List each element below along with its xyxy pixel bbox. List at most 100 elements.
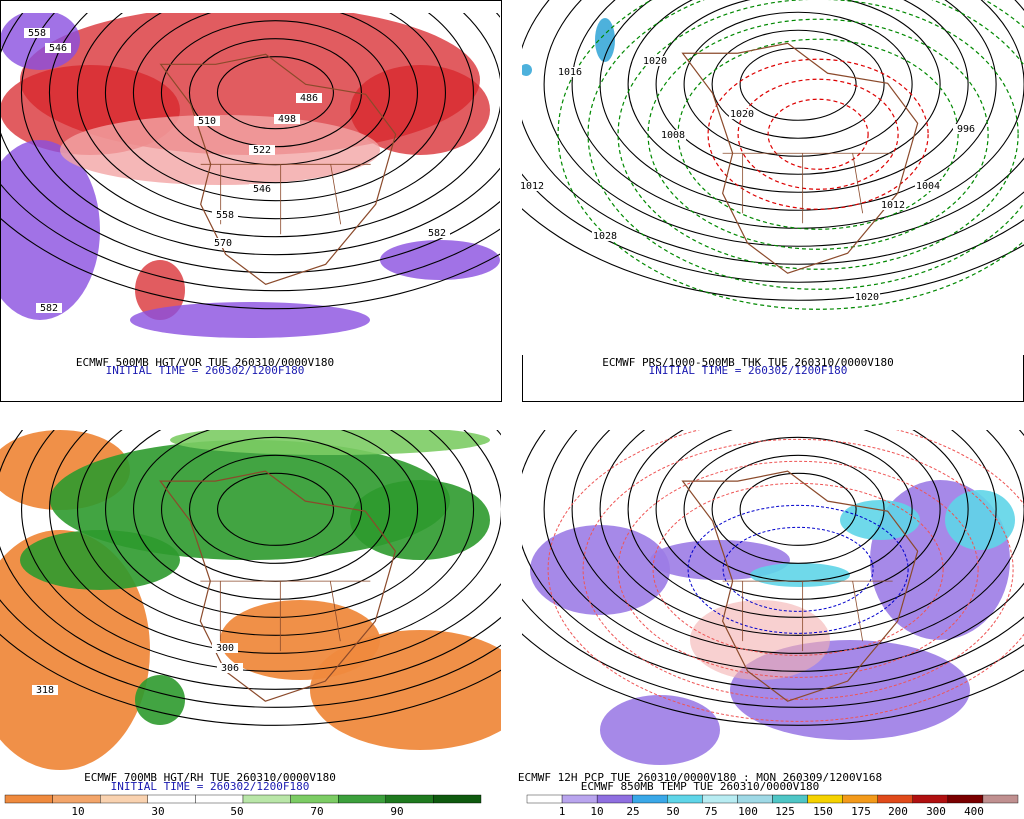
shaded-field: [0, 530, 150, 770]
label-backdrop: [249, 184, 275, 194]
colorbar-label: 90: [390, 805, 403, 818]
contour-label: 1016: [558, 67, 582, 78]
label-backdrop: [36, 303, 62, 313]
label-backdrop: [729, 109, 755, 119]
label-backdrop: [642, 56, 668, 66]
contour: [1, 183, 500, 292]
contour-label: 1012: [520, 181, 544, 192]
panel-subcaption: INITIAL TIME = 260302/1200F180: [111, 780, 310, 793]
contour-label: 510: [198, 116, 216, 127]
contour: [522, 430, 1024, 690]
colorbar-swatch: [4, 794, 53, 804]
panel-subcaption: ECMWF 850MB TEMP TUE 260310/0000V180: [581, 780, 819, 793]
colorbar-swatch: [702, 794, 738, 804]
contour: [105, 430, 447, 618]
shaded-field: [530, 525, 670, 615]
coastline: [159, 470, 396, 702]
contour-label: 546: [49, 43, 67, 54]
temp-contour: [652, 482, 944, 656]
colorbar-label: 50: [666, 805, 679, 818]
contour: [0, 599, 501, 708]
contour-label: 546: [253, 184, 271, 195]
label-backdrop: [854, 292, 880, 302]
contour: [0, 430, 501, 690]
label-backdrop: [660, 130, 686, 140]
colorbar-label: 1: [559, 805, 566, 818]
colorbar-swatch: [526, 794, 563, 804]
contour-label: 1028: [593, 231, 617, 242]
label-backdrop: [880, 200, 906, 210]
colorbar-label: 150: [813, 805, 833, 818]
colorbar-label: 125: [775, 805, 795, 818]
shaded-field: [20, 530, 180, 590]
coastline: [681, 470, 919, 702]
contour: [76, 13, 474, 220]
shaded-field: [750, 563, 850, 587]
shaded-field: [135, 675, 185, 725]
contour-label: 522: [253, 145, 271, 156]
contour: [683, 11, 913, 157]
contour: [571, 430, 1024, 654]
contour-label: 1004: [916, 181, 940, 192]
thickness-contour: [647, 18, 989, 250]
contour: [599, 0, 997, 211]
shaded-field: [350, 480, 490, 560]
label-backdrop: [24, 28, 50, 38]
contour: [655, 430, 941, 600]
contour: [20, 13, 500, 256]
contour-label: 1020: [730, 109, 754, 120]
colorbar-label: 300: [926, 805, 946, 818]
contour: [739, 472, 857, 546]
contour: [133, 430, 419, 600]
borders: [200, 580, 371, 652]
shaded-field: [1, 13, 80, 70]
colorbar-swatch: [982, 794, 1019, 804]
contour: [104, 13, 446, 202]
shaded-field: [690, 600, 830, 680]
panel-caption: ECMWF PRS/1000-500MB THK TUE 260310/0000…: [602, 356, 893, 369]
label-backdrop: [915, 181, 941, 191]
contour: [188, 38, 363, 148]
colorbar-swatch: [947, 794, 984, 804]
thickness-contour: [767, 98, 869, 170]
shaded-field: [350, 65, 490, 155]
coastline: [159, 53, 397, 285]
shaded-field: [1, 140, 100, 320]
colorbar-swatch: [99, 794, 148, 804]
contour-label: 558: [28, 28, 46, 39]
temp-contour: [582, 438, 1014, 700]
panel-subcaption: INITIAL TIME = 260302/1200F180: [106, 364, 305, 377]
contour: [77, 430, 475, 636]
colorbar-label: 25: [626, 805, 639, 818]
contour-label: 306: [221, 663, 239, 674]
panel-caption: ECMWF 500MB HGT/VOR TUE 260310/0000V180: [76, 356, 334, 369]
contour: [522, 0, 1024, 265]
temp-contour: [547, 430, 1024, 722]
label-backdrop: [194, 116, 220, 126]
shaded-field: [220, 600, 380, 680]
shaded-field: [595, 18, 615, 62]
temp-contour: [617, 460, 979, 678]
contour: [0, 633, 501, 726]
shaded-field: [50, 440, 450, 560]
contour-label: 558: [216, 210, 234, 221]
colorbar-label: 75: [704, 805, 717, 818]
shaded-field: [840, 500, 920, 540]
contour: [711, 29, 885, 139]
contour: [1, 217, 500, 310]
colorbar-label: 70: [310, 805, 323, 818]
shaded-field: [60, 115, 380, 185]
colorbar-label: 10: [590, 805, 603, 818]
colorbar-swatch: [290, 794, 339, 804]
colorbar-swatch: [385, 794, 434, 804]
contour: [188, 454, 363, 564]
contour-label: 996: [957, 124, 975, 135]
contour-label: 582: [40, 303, 58, 314]
colorbar-swatch: [433, 794, 482, 804]
label-backdrop: [519, 181, 545, 191]
thickness-contour: [557, 0, 1024, 310]
contour: [522, 173, 1024, 283]
label-backdrop: [212, 210, 238, 220]
colorbar-swatch: [632, 794, 668, 804]
